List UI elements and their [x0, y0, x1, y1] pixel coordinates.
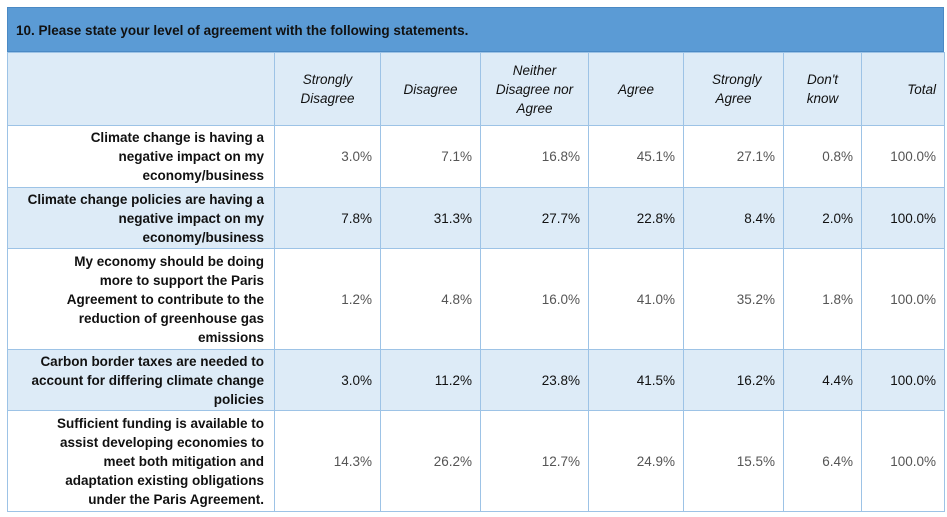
cell-value: 16.0% — [480, 248, 589, 350]
cell-value: 100.0% — [861, 349, 945, 411]
cell-value: 35.2% — [683, 248, 784, 350]
row-statement: My economy should be doing more to suppo… — [7, 248, 275, 350]
cell-value: 8.4% — [683, 187, 784, 249]
table-row: Sufficient funding is available to assis… — [7, 410, 945, 512]
header-statement — [7, 52, 275, 126]
cell-value: 41.0% — [588, 248, 684, 350]
cell-value: 27.7% — [480, 187, 589, 249]
cell-value: 100.0% — [861, 410, 945, 512]
table-row: Climate change policies are having a neg… — [7, 187, 945, 249]
survey-table-container: 10. Please state your level of agreement… — [7, 7, 945, 512]
header-row: Strongly Disagree Disagree Neither Disag… — [7, 52, 945, 126]
cell-value: 24.9% — [588, 410, 684, 512]
row-statement: Climate change is having a negative impa… — [7, 125, 275, 188]
cell-value: 0.8% — [783, 125, 862, 188]
cell-value: 11.2% — [380, 349, 481, 411]
cell-value: 3.0% — [274, 349, 381, 411]
cell-value: 15.5% — [683, 410, 784, 512]
row-statement: Sufficient funding is available to assis… — [7, 410, 275, 512]
cell-value: 1.8% — [783, 248, 862, 350]
cell-value: 23.8% — [480, 349, 589, 411]
cell-value: 2.0% — [783, 187, 862, 249]
row-statement: Climate change policies are having a neg… — [7, 187, 275, 249]
cell-value: 16.2% — [683, 349, 784, 411]
cell-value: 16.8% — [480, 125, 589, 188]
cell-value: 26.2% — [380, 410, 481, 512]
cell-value: 22.8% — [588, 187, 684, 249]
cell-value: 4.8% — [380, 248, 481, 350]
cell-value: 3.0% — [274, 125, 381, 188]
cell-value: 100.0% — [861, 125, 945, 188]
agreement-table: Strongly Disagree Disagree Neither Disag… — [7, 52, 945, 512]
cell-value: 100.0% — [861, 248, 945, 350]
cell-value: 7.8% — [274, 187, 381, 249]
header-disagree: Disagree — [380, 52, 481, 126]
header-agree: Agree — [588, 52, 684, 126]
table-row: Carbon border taxes are needed to accoun… — [7, 349, 945, 411]
cell-value: 7.1% — [380, 125, 481, 188]
header-neither: Neither Disagree nor Agree — [480, 52, 589, 126]
table-row: Climate change is having a negative impa… — [7, 125, 945, 188]
header-strongly-disagree: Strongly Disagree — [274, 52, 381, 126]
table-row: My economy should be doing more to suppo… — [7, 248, 945, 350]
cell-value: 31.3% — [380, 187, 481, 249]
header-dont-know: Don't know — [783, 52, 862, 126]
cell-value: 4.4% — [783, 349, 862, 411]
question-title: 10. Please state your level of agreement… — [7, 7, 944, 52]
header-total: Total — [861, 52, 945, 126]
cell-value: 14.3% — [274, 410, 381, 512]
cell-value: 12.7% — [480, 410, 589, 512]
cell-value: 41.5% — [588, 349, 684, 411]
cell-value: 1.2% — [274, 248, 381, 350]
cell-value: 6.4% — [783, 410, 862, 512]
row-statement: Carbon border taxes are needed to accoun… — [7, 349, 275, 411]
cell-value: 27.1% — [683, 125, 784, 188]
header-strongly-agree: Strongly Agree — [683, 52, 784, 126]
cell-value: 45.1% — [588, 125, 684, 188]
cell-value: 100.0% — [861, 187, 945, 249]
